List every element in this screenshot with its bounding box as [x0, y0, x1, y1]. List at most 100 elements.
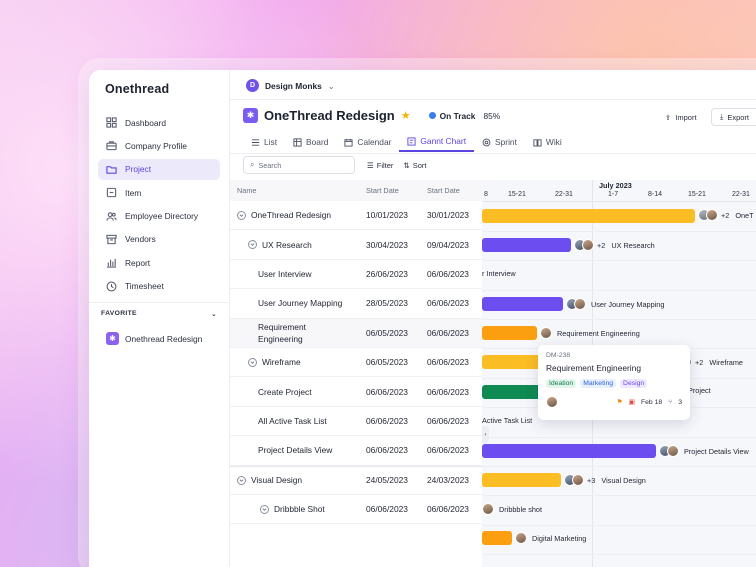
sidebar-item-item[interactable]: Item: [98, 182, 220, 203]
table-row[interactable]: All Active Task List 06/06/2023 06/06/20…: [230, 407, 482, 437]
column-header-name[interactable]: Name: [237, 186, 257, 195]
favorite-item-onethread-redesign[interactable]: ✱ Onethread Redesign: [106, 332, 202, 345]
project-badge-icon: ✱: [243, 108, 258, 123]
week-label: 22-31: [732, 191, 750, 198]
chevron-down-icon[interactable]: [237, 210, 246, 220]
sidebar-item-vendors[interactable]: Vendors: [98, 229, 220, 250]
flag-icon[interactable]: ⚑: [616, 399, 623, 406]
gantt-bar-label: Project: [688, 386, 711, 395]
table-row[interactable]: Dribbble Shot 06/06/2023 06/06/2023: [230, 495, 482, 525]
sidebar-nav: Dashboard Company Profile Project Item E…: [98, 112, 220, 299]
resize-handle[interactable]: ‹: [482, 426, 489, 443]
status-badge[interactable]: On Track 85%: [428, 111, 500, 121]
sort-button[interactable]: ⇅ Sort: [403, 161, 426, 170]
avatar: [582, 239, 594, 251]
chevron-down-icon[interactable]: [237, 475, 246, 485]
gantt-row-divider: [482, 260, 756, 261]
sidebar-item-dashboard[interactable]: Dashboard: [98, 112, 220, 133]
tab-gantt-chart[interactable]: Gannt Chart: [399, 132, 475, 152]
favorite-section-header[interactable]: FAVORITE ⌄: [101, 310, 217, 318]
search-icon: ⌕: [250, 160, 255, 169]
tag-marketing[interactable]: Marketing: [580, 379, 617, 388]
sidebar-item-label: Vendors: [125, 234, 156, 245]
search-box[interactable]: ⌕: [243, 156, 355, 174]
table-row[interactable]: Wireframe 06/05/2023 06/06/2023: [230, 348, 482, 378]
import-label: Import: [675, 112, 697, 122]
folder-icon: [106, 164, 117, 175]
sidebar-item-label: Item: [125, 187, 142, 198]
task-name: Wireframe: [262, 357, 301, 368]
table-row[interactable]: User Interview 26/06/2023 06/06/2023: [230, 260, 482, 290]
gantt-bar-label: +2 UX Research: [574, 239, 655, 251]
sidebar-item-project[interactable]: Project: [98, 158, 220, 180]
gantt-bar[interactable]: [482, 531, 512, 545]
tag-list: Ideation Marketing Design: [546, 379, 682, 388]
week-label: 8: [484, 191, 488, 198]
column-header-due-date[interactable]: Start Date: [427, 186, 460, 195]
gantt-bar[interactable]: [482, 326, 537, 340]
tab-board[interactable]: Board: [285, 132, 336, 152]
chevron-down-icon[interactable]: [260, 504, 269, 514]
table-row[interactable]: OneThread Redesign 10/01/2023 30/01/2023: [230, 201, 482, 231]
export-button[interactable]: ⤓ Export: [711, 108, 756, 126]
due-date[interactable]: Feb 18: [640, 398, 663, 406]
sidebar-item-company-profile[interactable]: Company Profile: [98, 135, 220, 156]
tab-wiki[interactable]: Wiki: [525, 132, 570, 152]
avatar: [515, 532, 527, 544]
sidebar-item-employee-directory[interactable]: Employee Directory: [98, 206, 220, 227]
workspace-switcher[interactable]: D Design Monks ⌄: [246, 79, 335, 92]
column-header-start-date[interactable]: Start Date: [366, 186, 399, 195]
chevron-down-icon[interactable]: [248, 357, 257, 367]
bar-title: UX Research: [611, 240, 655, 250]
gantt-row-divider: [482, 525, 756, 526]
popover-footer: ⚑ ▣ Feb 18 ⑂ 3: [546, 396, 682, 408]
table-row[interactable]: UX Research 30/04/2023 09/04/2023: [230, 230, 482, 260]
task-name: OneThread Redesign: [251, 210, 332, 221]
import-button[interactable]: ⇪ Import: [657, 108, 705, 126]
gantt-bar[interactable]: [482, 297, 563, 311]
chevron-down-icon[interactable]: [248, 240, 257, 250]
task-popover[interactable]: DM-238 Requirement Engineering Ideation …: [538, 345, 690, 420]
table-row[interactable]: Project Details View 06/06/2023 06/06/20…: [230, 436, 482, 466]
task-name: Requirement Engineering: [258, 321, 306, 344]
task-name: User Journey Mapping: [258, 298, 343, 309]
avatar: [572, 474, 584, 486]
tab-calendar[interactable]: Calendar: [336, 132, 399, 152]
gantt-bar[interactable]: [482, 473, 561, 487]
start-date-cell: 28/05/2023: [366, 298, 408, 309]
tab-sprint[interactable]: Sprint: [474, 132, 525, 152]
filter-label: Filter: [376, 160, 394, 170]
gantt-bar-label: Requirement Engineering: [540, 327, 640, 339]
task-name: Project Details View: [258, 445, 333, 456]
tag-ideation[interactable]: Ideation: [546, 379, 577, 388]
task-name: All Active Task List: [258, 415, 327, 426]
table-row[interactable]: User Journey Mapping 28/05/2023 06/06/20…: [230, 289, 482, 319]
search-input[interactable]: [258, 160, 349, 170]
due-date-cell: 06/06/2023: [427, 327, 469, 338]
box-icon: [106, 187, 117, 198]
gantt-row-divider: [482, 554, 756, 555]
table-row[interactable]: Requirement Engineering 06/05/2023 06/06…: [230, 318, 482, 348]
app-logo[interactable]: Onethread: [105, 82, 170, 96]
table-row[interactable]: Create Project 06/06/2023 06/06/2023: [230, 377, 482, 407]
filter-button[interactable]: ☰ Filter: [367, 161, 393, 170]
bar-title: User Journey Mapping: [591, 299, 665, 309]
gantt-bar[interactable]: [482, 238, 571, 252]
due-date-cell: 06/06/2023: [427, 415, 469, 426]
sidebar-item-report[interactable]: Report: [98, 252, 220, 273]
star-icon[interactable]: ★: [400, 110, 411, 122]
task-title: Requirement Engineering: [546, 363, 641, 373]
tab-list[interactable]: List: [243, 132, 285, 152]
board-icon: [293, 137, 302, 147]
sidebar-item-timesheet[interactable]: Timesheet: [98, 276, 220, 297]
gantt-row-divider: [482, 437, 756, 438]
chevron-down-icon[interactable]: ⌄: [211, 311, 217, 318]
toolbar: ⌕ ☰ Filter ⇅ Sort: [243, 156, 426, 174]
gantt-bar[interactable]: [482, 209, 695, 223]
task-name: Dribbble Shot: [274, 504, 325, 515]
due-date-cell: 30/01/2023: [427, 210, 469, 221]
tag-design[interactable]: Design: [620, 379, 648, 388]
upload-icon: ⇪: [665, 112, 672, 122]
table-row[interactable]: Visual Design 24/05/2023 24/03/2023: [230, 465, 482, 495]
gantt-bar[interactable]: [482, 444, 656, 458]
